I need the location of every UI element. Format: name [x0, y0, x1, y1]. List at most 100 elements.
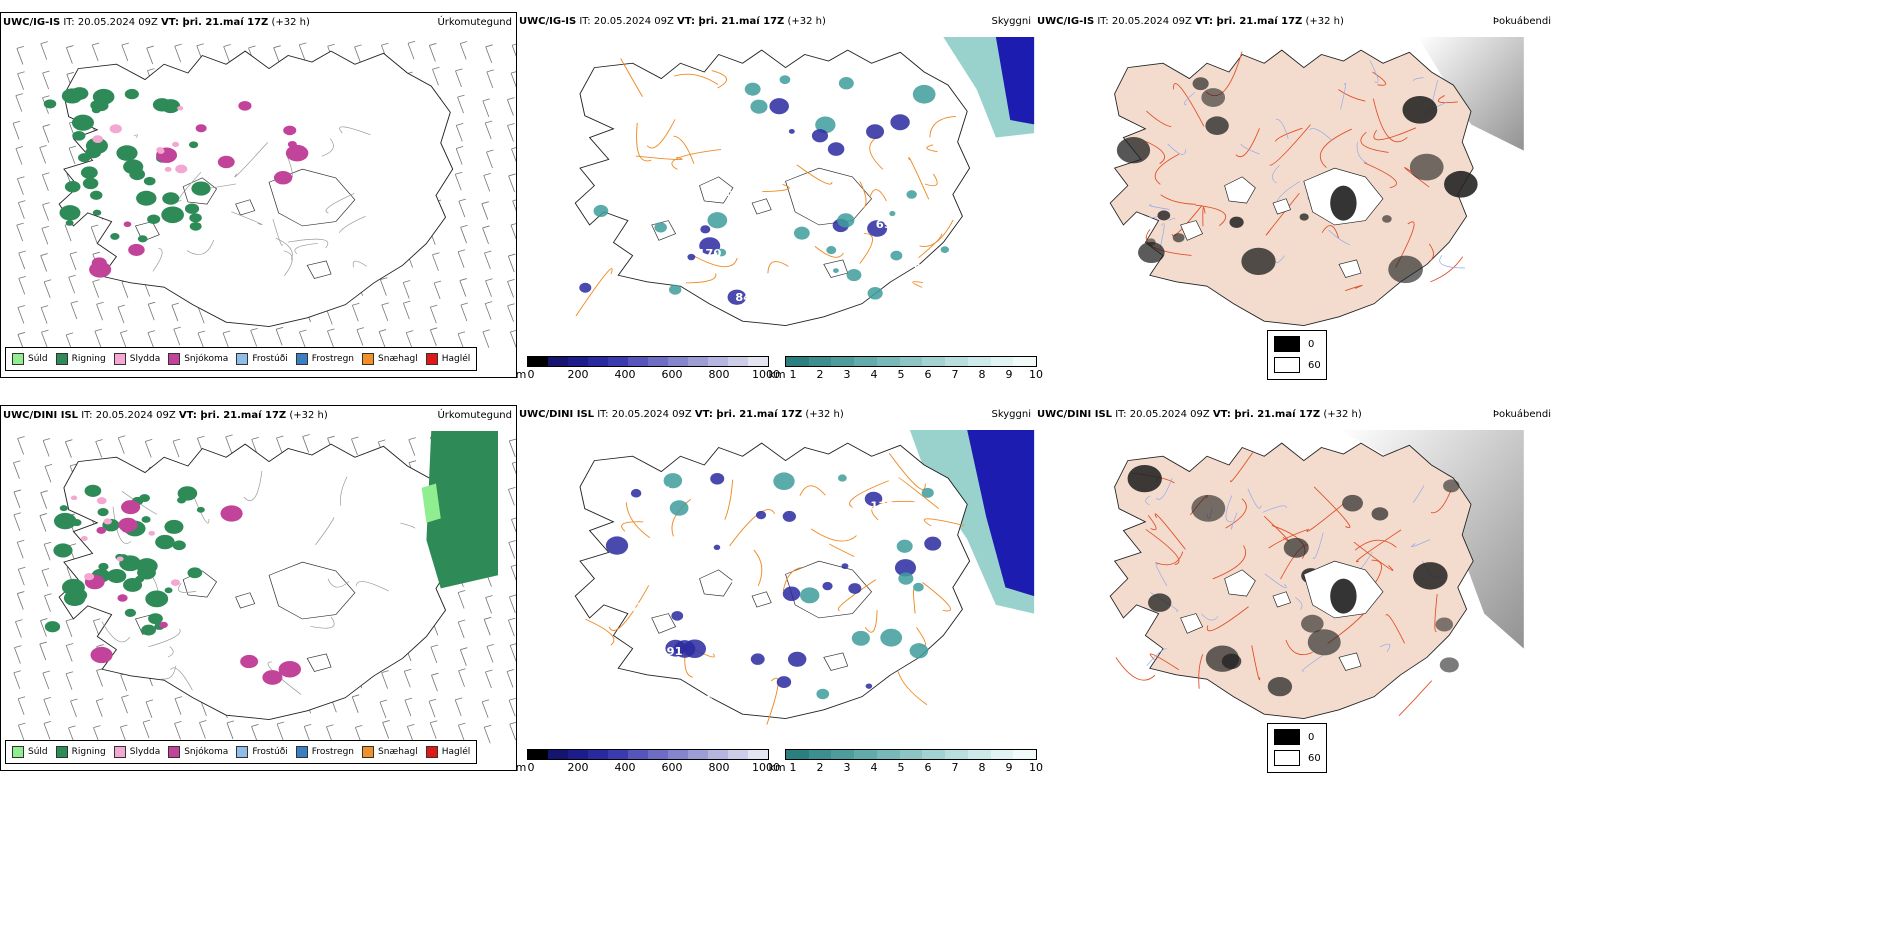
fog-area	[1444, 170, 1478, 198]
wind-barb	[507, 305, 514, 322]
visibility-area	[687, 253, 696, 261]
precip-area	[96, 526, 107, 534]
wind-barb	[44, 595, 51, 612]
colorbar-meters: m 0 200 400 600 800 1000	[516, 356, 780, 386]
wind-barb	[299, 331, 306, 349]
visibility-value: 96	[717, 631, 733, 643]
legend-swatch	[362, 746, 375, 758]
iceland-map	[43, 50, 454, 327]
wind-barb	[402, 282, 410, 299]
colorbar-tick: 9	[1005, 761, 1013, 774]
colorbar-unit: m	[515, 761, 527, 774]
road	[1434, 594, 1438, 632]
river	[1146, 648, 1167, 667]
legend-swatch	[12, 353, 24, 365]
visibility-value: 76	[760, 175, 776, 187]
precip-area	[91, 257, 107, 269]
wind-barb	[482, 227, 489, 245]
wind-barb	[17, 202, 25, 219]
precip-area	[147, 214, 161, 225]
wind-barb	[512, 200, 516, 212]
wind-barb	[15, 621, 22, 638]
visibility-value: 133	[870, 500, 894, 512]
wind-barb	[90, 226, 98, 244]
precip-area	[119, 555, 141, 572]
vt-value: þri. 21.maí 17Z	[716, 409, 803, 420]
wind-barb	[42, 672, 50, 690]
colorbar-tick: 600	[661, 761, 683, 774]
model-name: UWC/DINI ISL	[3, 410, 79, 421]
road	[1360, 131, 1389, 153]
river	[1302, 655, 1324, 672]
road	[1265, 192, 1300, 236]
river	[1167, 143, 1186, 155]
wind-barb	[403, 671, 411, 688]
forecast-offset: (+32 h)	[286, 410, 328, 421]
wind-barb	[68, 148, 76, 165]
precip-area	[71, 87, 89, 100]
visibility-area	[593, 204, 609, 218]
wind-barb	[508, 175, 515, 193]
visibility-area	[671, 610, 684, 621]
wind-barb	[510, 224, 516, 240]
visibility-area	[673, 640, 696, 658]
wind-barb	[507, 255, 515, 273]
visibility-area	[833, 268, 839, 273]
wind-barb	[41, 570, 49, 587]
wind-barb	[327, 330, 334, 347]
road	[685, 273, 717, 284]
road	[908, 157, 930, 200]
road	[1149, 653, 1180, 671]
visibility-area	[940, 246, 949, 254]
wind-barb	[251, 726, 258, 743]
wind-barb	[482, 331, 490, 348]
visibility-value: 70	[730, 573, 746, 585]
vt-label: VT:	[178, 410, 201, 421]
wind-barb	[458, 670, 465, 687]
visibility-area	[880, 628, 903, 647]
wind-barb	[303, 726, 311, 743]
wind-barb	[275, 329, 283, 346]
panel-header: UWC/DINI ISL IT: 20.05.2024 09Z VT: þri.…	[3, 410, 328, 421]
road	[646, 119, 676, 149]
wind-barb	[13, 514, 21, 531]
iceland-map	[44, 431, 499, 720]
wind-barb	[356, 329, 364, 346]
river	[1328, 229, 1350, 246]
river	[1340, 83, 1346, 110]
panel-title: Skyggni	[991, 409, 1031, 420]
colorbar-tick: 2	[816, 368, 824, 381]
visibility-value: 91	[667, 645, 683, 657]
river	[1156, 477, 1173, 500]
visibility-area	[788, 128, 795, 134]
colorbar-tick: 600	[661, 368, 683, 381]
legend-item: Frostúði	[236, 746, 288, 758]
precip-area	[162, 192, 180, 205]
precip-area	[123, 221, 132, 228]
wind-barb	[40, 43, 48, 60]
wind-barb	[16, 48, 24, 65]
visibility-area	[782, 510, 797, 522]
glacier	[1272, 591, 1292, 608]
road	[1354, 539, 1397, 551]
precip-area	[196, 506, 205, 513]
road	[1404, 167, 1430, 188]
road	[673, 73, 719, 85]
vt-label: VT:	[1212, 409, 1235, 420]
fog-area	[1229, 216, 1244, 228]
fog-area	[1191, 494, 1226, 522]
wind-barb	[457, 621, 465, 639]
wind-barb	[507, 281, 514, 298]
river	[1168, 217, 1176, 221]
fog-area	[1382, 215, 1392, 223]
visibility-area	[898, 572, 914, 585]
wind-barb	[42, 174, 49, 191]
precip-area	[121, 500, 141, 515]
road	[1372, 98, 1408, 143]
road	[1285, 639, 1313, 656]
precip-area	[118, 517, 138, 532]
wind-barb	[121, 44, 129, 62]
river	[1262, 505, 1287, 513]
visibility-area	[896, 539, 913, 553]
wind-barb	[41, 228, 49, 245]
